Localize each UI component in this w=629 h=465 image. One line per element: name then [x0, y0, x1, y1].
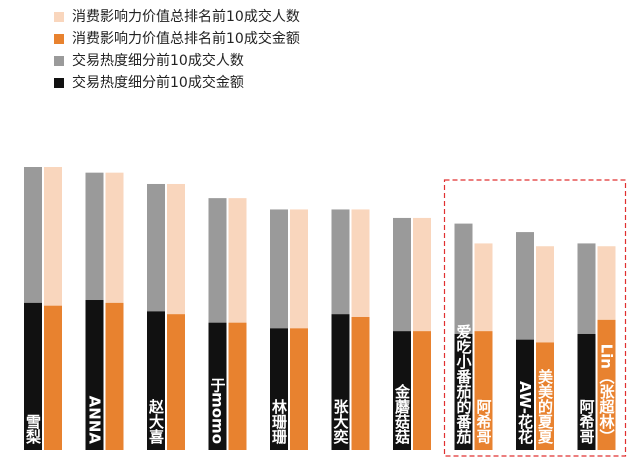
group-1-consume-people-bar: [105, 172, 124, 303]
group-9-left-label: 阿希哥: [578, 399, 596, 445]
legend-label-consume-amount: 消费影响力价值总排名前10成交金额: [72, 31, 300, 47]
group-8-left-label: AW-花花: [516, 381, 534, 445]
group-3-left-label: 于momo: [209, 377, 227, 444]
group-7-left-label: 爱吃小番茄的番茄: [455, 323, 473, 445]
group-2-heat-amount-bar: [147, 311, 165, 450]
group-8-consume-amount-bar: [536, 342, 554, 450]
group-3-heat-people-bar: [208, 198, 227, 323]
group-9-heat-people-bar: [577, 243, 596, 334]
group-0-consume-amount-bar: [44, 305, 62, 450]
group-6-consume-people-bar: [413, 217, 431, 332]
group-6-left-label: 金蘑菇菇: [393, 383, 411, 445]
group-9-consume-people-bar: [597, 246, 616, 320]
group-0-consume-people-bar: [44, 167, 62, 306]
group-2-heat-people-bar: [147, 183, 165, 312]
group-7-consume-people-bar: [474, 243, 493, 332]
group-7-heat-people-bar: [454, 223, 473, 334]
group-2-consume-amount-bar: [167, 314, 185, 450]
group-2-consume-people-bar: [167, 183, 185, 315]
legend-swatch-consume-people: [54, 12, 64, 22]
group-5-left-label: 张大奕: [332, 399, 350, 445]
group-9-right-label: Lin（张超林）: [598, 344, 616, 444]
group-6-heat-amount-bar: [393, 331, 411, 450]
group-5-heat-amount-bar: [331, 314, 350, 450]
group-0-heat-amount-bar: [24, 302, 42, 450]
legend-swatch-heat-amount: [54, 78, 64, 88]
group-7-heat-amount-bar: [454, 333, 473, 450]
group-7-consume-amount-bar: [474, 331, 493, 450]
group-1-heat-people-bar: [85, 172, 104, 301]
group-4-consume-amount-bar: [290, 328, 308, 450]
legend-label-heat-people: 交易热度细分前10成交人数: [72, 53, 244, 69]
group-1-consume-amount-bar: [105, 302, 124, 450]
group-3-consume-amount-bar: [228, 322, 247, 450]
legend-label-heat-amount: 交易热度细分前10成交金额: [72, 75, 244, 91]
group-5-consume-people-bar: [351, 209, 370, 317]
group-3-consume-people-bar: [228, 198, 247, 323]
legend-swatch-consume-amount: [54, 34, 64, 44]
group-5-consume-amount-bar: [351, 316, 370, 450]
group-0-left-label: 雪梨: [24, 414, 42, 445]
group-8-heat-amount-bar: [516, 339, 534, 450]
highlight-box: [443, 179, 627, 457]
group-2-left-label: 赵大喜: [147, 398, 165, 444]
group-4-left-label: 林珊珊: [270, 398, 288, 445]
group-1-heat-amount-bar: [85, 300, 104, 450]
group-1-left-label: ANNA: [86, 396, 104, 445]
group-6-heat-people-bar: [393, 217, 411, 332]
group-0-heat-people-bar: [24, 167, 42, 303]
group-5-heat-people-bar: [331, 209, 350, 315]
group-8-consume-people-bar: [536, 246, 554, 343]
group-9-heat-amount-bar: [577, 333, 596, 450]
group-6-consume-amount-bar: [413, 331, 431, 450]
group-4-heat-people-bar: [270, 209, 288, 329]
legend-label-consume-people: 消费影响力价值总排名前10成交人数: [72, 9, 300, 25]
legend-swatch-heat-people: [54, 56, 64, 66]
group-8-heat-people-bar: [516, 232, 534, 340]
group-8-right-label: 美美的夏夏: [536, 368, 554, 445]
group-9-consume-amount-bar: [597, 319, 616, 450]
group-4-consume-people-bar: [290, 209, 308, 329]
group-3-heat-amount-bar: [208, 322, 227, 450]
group-4-heat-amount-bar: [270, 328, 288, 450]
group-7-right-label: 阿希哥: [475, 399, 493, 445]
